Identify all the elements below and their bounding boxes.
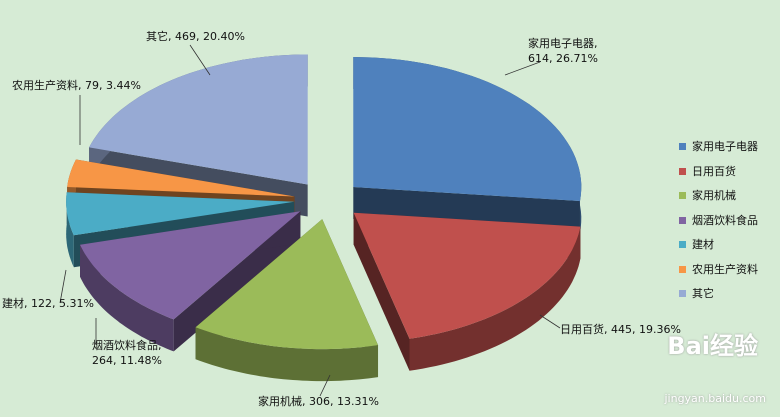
legend-swatch — [679, 290, 686, 297]
legend-entry: 烟酒饮料食品 — [679, 212, 758, 228]
data-label: 家用机械, 306, 13.31% — [258, 395, 379, 408]
leader-line — [539, 314, 561, 329]
legend-label: 农用生产资料 — [692, 262, 758, 276]
slice-top — [195, 219, 378, 350]
data-label: 建材, 122, 5.31% — [2, 297, 94, 310]
data-label: 其它, 469, 20.40% — [146, 30, 245, 43]
slice — [80, 211, 301, 352]
legend-entry: 农用生产资料 — [679, 261, 758, 277]
legend-entry: 家用电子电器 — [679, 138, 758, 154]
legend-label: 建材 — [692, 238, 714, 251]
slice-wall — [66, 192, 74, 268]
leader-line — [59, 269, 67, 304]
slice-top — [89, 54, 308, 185]
data-label: 日用百货, 445, 19.36% — [560, 323, 681, 336]
slice-top — [353, 212, 581, 339]
slice-side — [353, 212, 410, 371]
leader-line — [319, 374, 331, 397]
watermark-brand: Bai经验 — [667, 332, 758, 360]
legend-entry: 建材 — [679, 236, 714, 252]
legend-entry: 其它 — [679, 285, 714, 301]
legend-swatch — [679, 216, 686, 224]
slice-wall — [80, 244, 174, 352]
data-label: 农用生产资料, 79, 3.44% — [12, 79, 141, 92]
legend-label: 其它 — [692, 287, 714, 300]
slice — [353, 212, 581, 371]
slice — [353, 57, 582, 233]
legend-entry: 日用百货 — [679, 163, 736, 179]
legend-swatch — [679, 192, 686, 199]
legend-swatch — [679, 143, 686, 150]
slice-top — [66, 192, 295, 236]
slice-top — [80, 211, 301, 320]
leader-line — [504, 61, 541, 76]
slice-top — [67, 159, 295, 197]
watermark-url: jingyan.baidu.com — [664, 392, 766, 405]
data-label: 家用电子电器, 614, 26.71% — [528, 37, 598, 65]
legend-swatch — [679, 241, 686, 248]
legend-swatch — [679, 265, 686, 273]
data-label: 烟酒饮料食品, 264, 11.48% — [92, 339, 162, 367]
legend-swatch — [679, 167, 686, 175]
legend-label: 家用机械 — [692, 189, 736, 202]
slice-wall — [409, 226, 581, 371]
legend-label: 家用电子电器 — [692, 140, 758, 153]
slice-top — [353, 57, 582, 201]
legend-label: 烟酒饮料食品 — [692, 213, 758, 227]
legend-entry: 家用机械 — [679, 187, 736, 203]
leader-line — [189, 44, 211, 76]
slice — [195, 219, 379, 382]
legend-label: 日用百货 — [692, 164, 736, 178]
slice-wall — [195, 327, 378, 382]
